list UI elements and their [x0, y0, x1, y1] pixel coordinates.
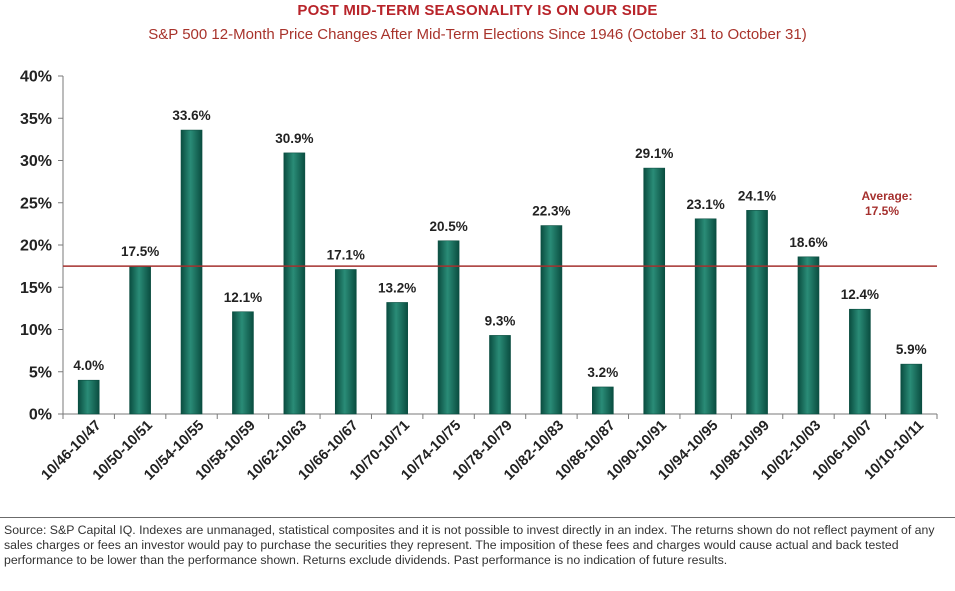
bar: [694, 218, 717, 415]
bar: [540, 225, 563, 415]
chart-title: POST MID-TERM SEASONALITY IS ON OUR SIDE: [297, 2, 658, 19]
bar-value-label: 5.9%: [896, 342, 927, 357]
bar-value-label: 9.3%: [485, 313, 516, 328]
y-tick-label: 15%: [20, 280, 52, 297]
bar: [849, 308, 871, 415]
y-tick-label: 25%: [20, 195, 52, 212]
bar-value-label: 18.6%: [789, 235, 827, 250]
bar-value-label: 17.1%: [327, 248, 365, 263]
bar: [386, 302, 408, 415]
source-footnote: Source: S&P Capital IQ. Indexes are unma…: [0, 517, 955, 591]
bar: [77, 379, 100, 415]
bar: [283, 152, 306, 415]
bar-value-label: 29.1%: [635, 146, 673, 161]
y-tick-label: 0%: [29, 407, 52, 424]
bar: [900, 363, 923, 415]
bar-value-label: 3.2%: [587, 365, 618, 380]
bar: [180, 129, 203, 415]
chart-subtitle: S&P 500 12-Month Price Changes After Mid…: [148, 26, 807, 43]
bar: [746, 210, 768, 415]
bar: [643, 167, 666, 415]
y-tick-label: 10%: [20, 322, 52, 339]
bar-value-label: 13.2%: [378, 280, 416, 295]
bar-value-label: 22.3%: [532, 204, 570, 219]
bar-value-label: 12.1%: [224, 290, 262, 305]
average-label: Average:: [862, 189, 913, 203]
bar-value-label: 30.9%: [275, 131, 313, 146]
bar: [232, 311, 254, 415]
average-value-label: 17.5%: [865, 204, 899, 218]
y-tick-label: 40%: [20, 69, 52, 86]
bar: [592, 386, 614, 415]
bar-value-label: 12.4%: [841, 287, 879, 302]
bar-value-label: 17.5%: [121, 244, 159, 259]
bar-value-label: 23.1%: [687, 197, 725, 212]
bar: [797, 256, 820, 415]
y-tick-label: 35%: [20, 111, 52, 128]
y-tick-label: 5%: [29, 364, 52, 381]
bar: [489, 335, 511, 415]
bar: [334, 269, 357, 415]
bar-value-label: 4.0%: [73, 358, 104, 373]
bar-chart: 0%5%10%15%20%25%30%35%40%4.0%10/46-10/47…: [20, 69, 938, 484]
y-tick-label: 30%: [20, 153, 52, 170]
bar-value-label: 24.1%: [738, 188, 776, 203]
bar-value-label: 20.5%: [429, 219, 467, 234]
bar-value-label: 33.6%: [172, 108, 210, 123]
bar: [129, 265, 151, 415]
bar: [437, 240, 460, 415]
y-tick-label: 20%: [20, 238, 52, 255]
